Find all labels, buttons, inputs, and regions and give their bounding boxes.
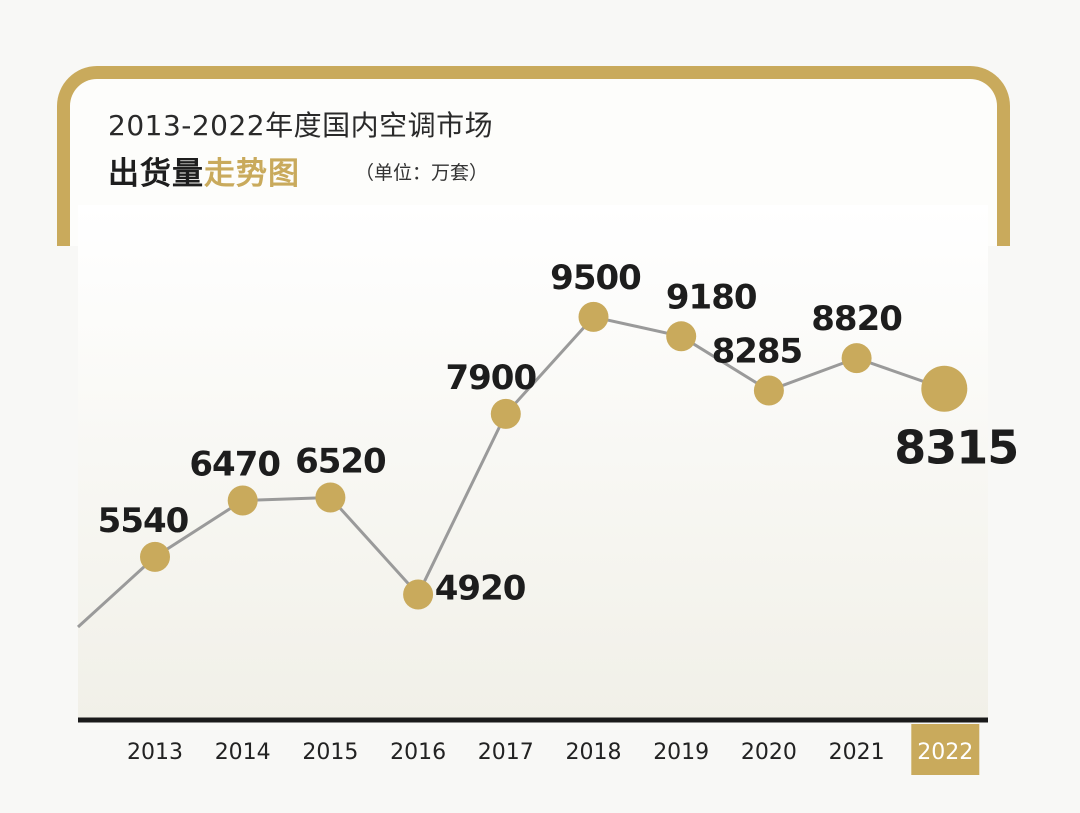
subtitle-gold-text: 走势图 <box>204 156 300 192</box>
series-line-segment <box>416 413 508 596</box>
data-point-2020 <box>753 375 784 406</box>
subtitle-dark-text: 出货量 <box>108 156 204 192</box>
x-tick-2015: 2015 <box>302 740 358 765</box>
data-label-2018: 9500 <box>550 258 641 298</box>
data-point-2015 <box>315 482 346 513</box>
x-tick-2014: 2014 <box>215 740 271 765</box>
series-line-segment <box>768 356 858 392</box>
data-label-2014: 6470 <box>189 445 280 485</box>
data-label-2015: 6520 <box>295 441 386 481</box>
data-point-2014 <box>227 485 258 516</box>
data-label-2022: 8315 <box>894 421 1018 475</box>
tick-highlight-box <box>911 724 980 775</box>
data-label-2021: 8820 <box>811 299 902 339</box>
data-label-2013: 5540 <box>98 501 189 541</box>
series-line-segment <box>680 335 770 392</box>
data-point-2021 <box>841 343 872 374</box>
data-point-2019 <box>666 321 697 352</box>
chart-subtitle: 出货量走势图 <box>108 148 300 193</box>
x-tick-2019: 2019 <box>653 740 709 765</box>
data-label-2019: 9180 <box>666 277 757 317</box>
data-point-2016 <box>403 579 434 610</box>
x-tick-2021: 2021 <box>829 740 885 765</box>
chart-title: 2013-2022年度国内空调市场 <box>108 109 494 142</box>
x-tick-2017: 2017 <box>478 740 534 765</box>
data-point-2018 <box>578 301 609 332</box>
x-tick-2016: 2016 <box>390 740 446 765</box>
x-tick-2018: 2018 <box>566 740 622 765</box>
data-point-2017 <box>490 398 521 429</box>
series-line-segment <box>329 496 420 596</box>
unit-label: （单位：万套） <box>355 162 489 184</box>
x-axis-ticks: 2013 2014 2015 2016 2017 2018 2019 2020 2021 2022 <box>127 724 980 775</box>
x-tick-2013: 2013 <box>127 740 183 765</box>
data-point-2022 <box>921 365 968 412</box>
x-tick-2022: 2022 <box>917 740 973 765</box>
series-line-lead <box>76 555 157 629</box>
data-label-2020: 8285 <box>712 332 803 372</box>
x-tick-2020: 2020 <box>741 740 797 765</box>
series-line-segment <box>504 315 595 415</box>
series-line-segment <box>154 499 244 559</box>
data-label-2017: 7900 <box>445 358 536 398</box>
data-point-2013 <box>140 541 170 572</box>
plot-background <box>78 205 988 720</box>
data-label-2016: 4920 <box>435 568 526 608</box>
